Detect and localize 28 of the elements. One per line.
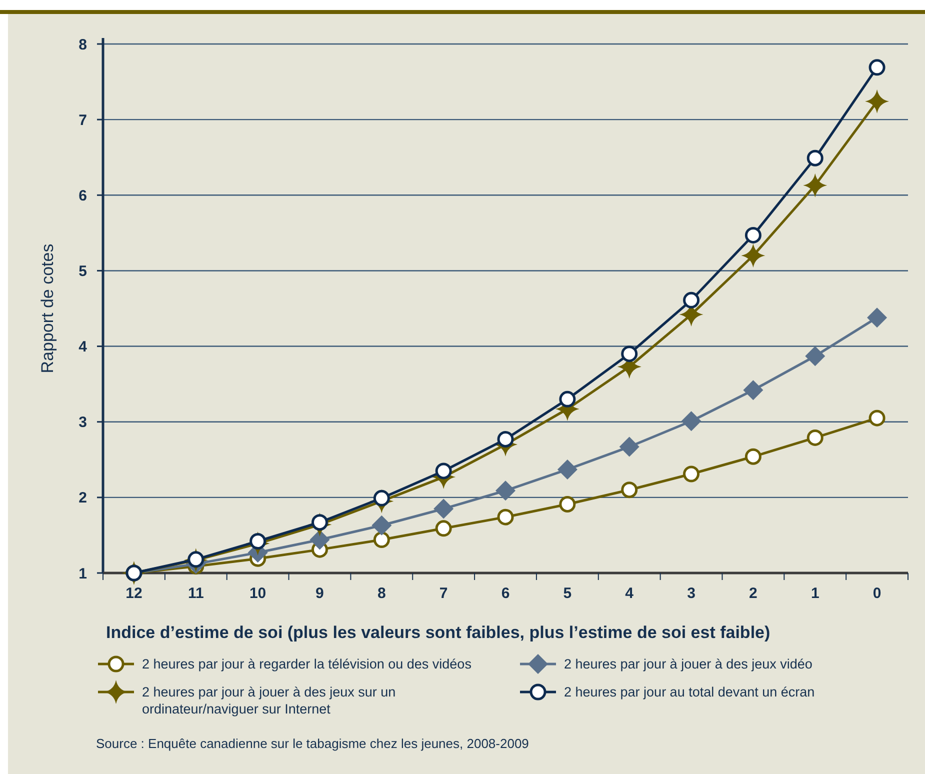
y-tick-label: 1 [78, 565, 87, 582]
x-tick-label: 4 [625, 585, 634, 602]
legend-label: 2 heures par jour au total devant un écran [564, 684, 815, 700]
x-tick-label: 12 [126, 585, 142, 602]
y-tick-label: 6 [78, 187, 87, 204]
x-tick-label: 10 [249, 585, 266, 602]
x-axis-title: Indice d’estime de soi (plus les valeurs sont faibles, plus l’estime de soi est faible) [106, 623, 770, 642]
y-tick-label: 7 [78, 112, 87, 129]
x-tick-label: 11 [188, 585, 204, 602]
y-tick-label: 3 [78, 414, 87, 432]
x-tick-label: 6 [501, 585, 510, 602]
y-tick-label: 2 [78, 490, 87, 507]
x-tick-label: 8 [377, 585, 386, 602]
legend-label: 2 heures par jour à jouer à des jeux vidéo [564, 656, 812, 672]
y-tick-label: 4 [78, 338, 88, 356]
legend-label: 2 heures par jour à jouer à des jeux sur un ordinateur/naviguer sur Internet [142, 684, 396, 717]
y-tick-label: 8 [78, 36, 87, 54]
x-tick-label: 2 [749, 585, 758, 602]
x-tick-label: 9 [316, 585, 324, 602]
legend-label: 2 heures par jour à regarder la télévision ou des vidéos [142, 656, 472, 672]
y-tick-label: 5 [78, 262, 87, 280]
x-tick-label: 7 [439, 585, 448, 602]
x-tick-label: 3 [687, 585, 696, 602]
x-tick-label: 5 [563, 585, 572, 602]
y-axis-title: Rapport de cotes [38, 244, 57, 374]
x-tick-label: 0 [872, 585, 882, 602]
source-note: Source : Enquête canadienne sur le tabagisme chez les jeunes, 2008-2009 [96, 736, 529, 751]
x-tick-label: 1 [810, 585, 820, 602]
